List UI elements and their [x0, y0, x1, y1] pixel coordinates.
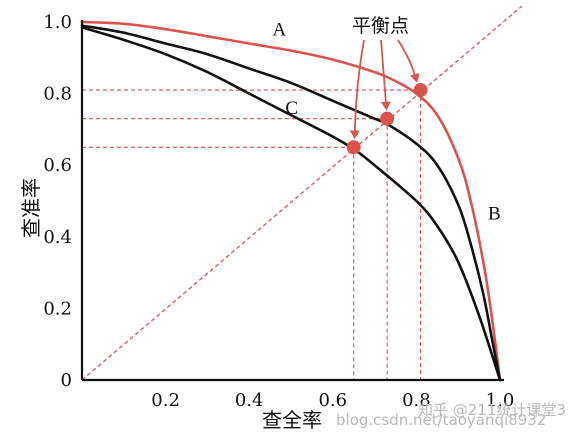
curve-a: [80, 20, 502, 382]
curve-c: [80, 26, 502, 382]
tick-labels: 0.2 0.4 0.6 0.8 1.0 0 0.2 0.4 0.6 0.8 1.0: [43, 12, 514, 411]
annotation-arrow: [349, 39, 365, 140]
watermark: 知乎 @211统计课堂3: [418, 401, 566, 419]
y-tick-label: 1.0: [43, 12, 72, 33]
reference-lines: [82, 89, 422, 380]
break-even-point: [346, 140, 361, 155]
annotation-arrow: [397, 39, 420, 83]
curves: [80, 20, 502, 382]
curve-labels: A B C: [272, 19, 500, 224]
y-tick-label: 0.6: [43, 155, 72, 176]
break-even-points: [346, 83, 428, 155]
break-even-point: [413, 83, 428, 98]
break-even-point: [380, 111, 395, 126]
axes: [80, 20, 504, 382]
y-tick-label: 0.8: [43, 84, 72, 105]
annotation-arrows: [349, 39, 420, 140]
y-tick-label: 0.2: [43, 298, 72, 319]
annotation-arrow: [380, 39, 391, 111]
annotation-label: 平衡点: [352, 15, 409, 37]
x-tick-label: 0.6: [318, 390, 347, 411]
x-tick-label: 0.8: [402, 390, 431, 411]
y-tick-label: 0: [61, 370, 72, 391]
x-tick-label: 0.2: [151, 390, 180, 411]
curve-label-b: B: [488, 203, 501, 224]
diagonal-reference: [81, 5, 523, 381]
curve-label-a: A: [272, 19, 286, 40]
diagonal-line: [81, 5, 523, 381]
watermark-url: blog.csdn.net/taoyanqi8932: [336, 411, 546, 429]
x-axis-title: 查全率: [262, 408, 322, 432]
x-tick-label: 0.4: [235, 390, 264, 411]
y-axis-title: 查准率: [19, 178, 43, 238]
x-tick-label: 1.0: [486, 390, 515, 411]
curve-label-c: C: [285, 98, 298, 119]
y-tick-label: 0.4: [43, 227, 72, 248]
